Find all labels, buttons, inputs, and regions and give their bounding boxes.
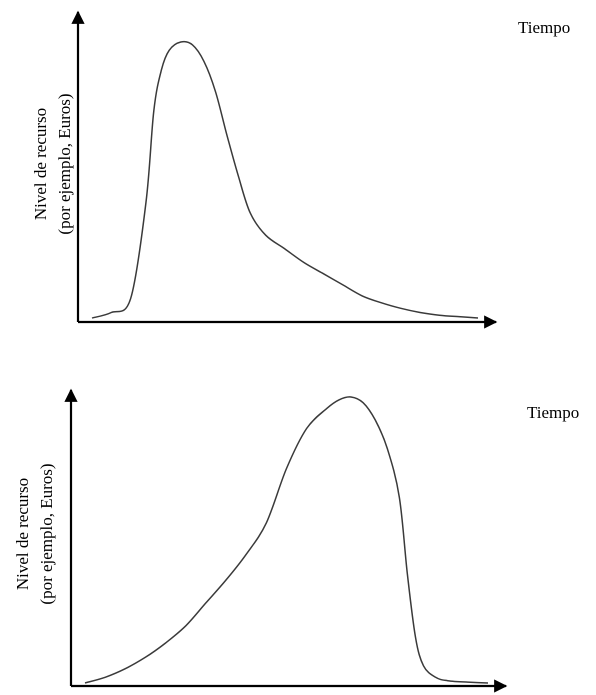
- y-axis-label-1-line1: Nivel de recurso: [31, 108, 50, 220]
- series-line-2: [84, 396, 489, 684]
- y-axis-label-2-line2: (por ejemplo, Euros): [37, 463, 56, 604]
- y-axis-label-2-line1: Nivel de recurso: [13, 478, 32, 590]
- y-axis-label-1-line2: (por ejemplo, Euros): [55, 93, 74, 234]
- series-line-1: [91, 40, 479, 319]
- x-axis-label-2: Tiempo: [527, 403, 579, 422]
- chart-panel-1: Tiempo Nivel de recurso (por ejemplo, Eu…: [31, 10, 570, 329]
- chart-panel-2: Tiempo Nivel de recurso (por ejemplo, Eu…: [13, 388, 579, 693]
- x-axis-label-1: Tiempo: [518, 18, 570, 37]
